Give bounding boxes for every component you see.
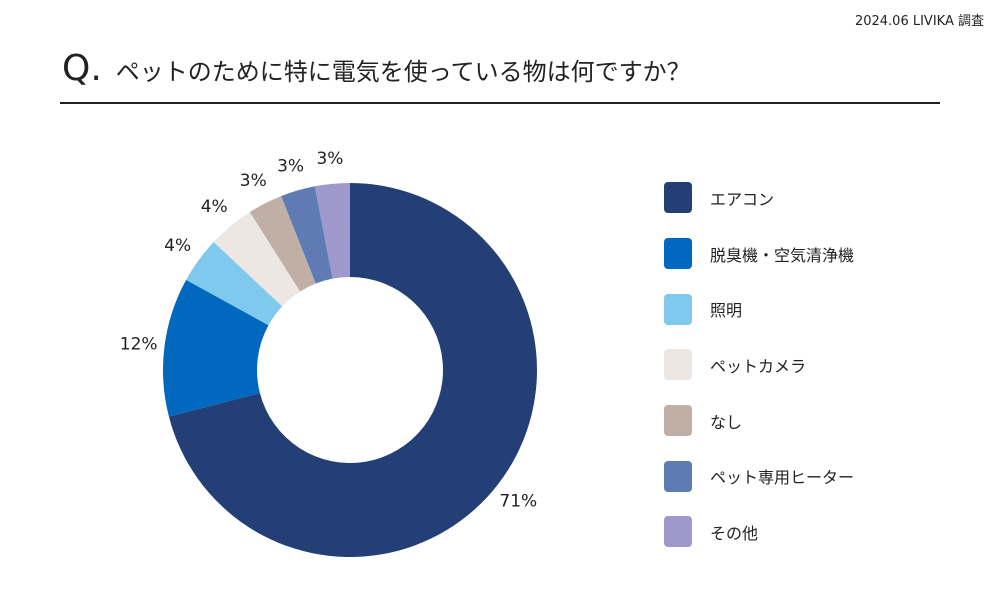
legend-item: 脱臭機・空気清浄機 [664, 226, 854, 282]
slice-2 [186, 241, 283, 326]
slice-6 [314, 183, 350, 279]
legend-label: ペットカメラ [710, 356, 807, 376]
data-label: 4% [164, 236, 191, 256]
legend-swatch [664, 349, 692, 381]
legend-label: なし [710, 412, 743, 432]
data-label: 3% [240, 171, 267, 191]
data-label: 4% [201, 197, 228, 217]
legend-swatch [664, 182, 692, 214]
title-divider [60, 102, 940, 104]
legend-item: ペット専用ヒーター [664, 448, 854, 504]
legend-label: ペット専用ヒーター [710, 468, 855, 488]
data-label: 3% [316, 149, 343, 169]
slice-4 [249, 196, 316, 292]
legend-label: エアコン [710, 189, 775, 209]
legend-swatch [664, 516, 692, 548]
legend-label: その他 [710, 523, 759, 543]
legend-item: 照明 [664, 281, 854, 337]
slice-5 [281, 186, 333, 284]
legend-swatch [664, 460, 692, 492]
legend-item: その他 [664, 504, 854, 560]
legend-label: 脱臭機・空気清浄機 [710, 245, 855, 265]
data-label: 3% [277, 156, 304, 176]
legend-swatch [664, 405, 692, 437]
legend-item: ペットカメラ [664, 337, 854, 393]
legend-swatch [664, 293, 692, 325]
source-note: 2024.06 LIVIKA 調査 [854, 14, 984, 29]
legend-swatch [664, 238, 692, 270]
question-mark: Q. [62, 48, 102, 89]
legend-item: なし [664, 393, 854, 449]
data-label: 71% [499, 492, 537, 512]
page-title: Q. ペットのために特に電気を使っている物は何ですか？ [62, 48, 691, 89]
data-label: 12% [120, 334, 158, 354]
slice-3 [213, 212, 301, 307]
slice-0 [168, 183, 538, 557]
legend: エアコン脱臭機・空気清浄機 照明ペットカメラ なしペット専用ヒーター その他 [664, 170, 854, 560]
question-text: ペットのために特に電気を使っている物は何ですか？ [115, 58, 691, 86]
slice-1 [163, 279, 269, 417]
legend-label: 照明 [710, 301, 743, 321]
legend-item: エアコン [664, 170, 854, 226]
